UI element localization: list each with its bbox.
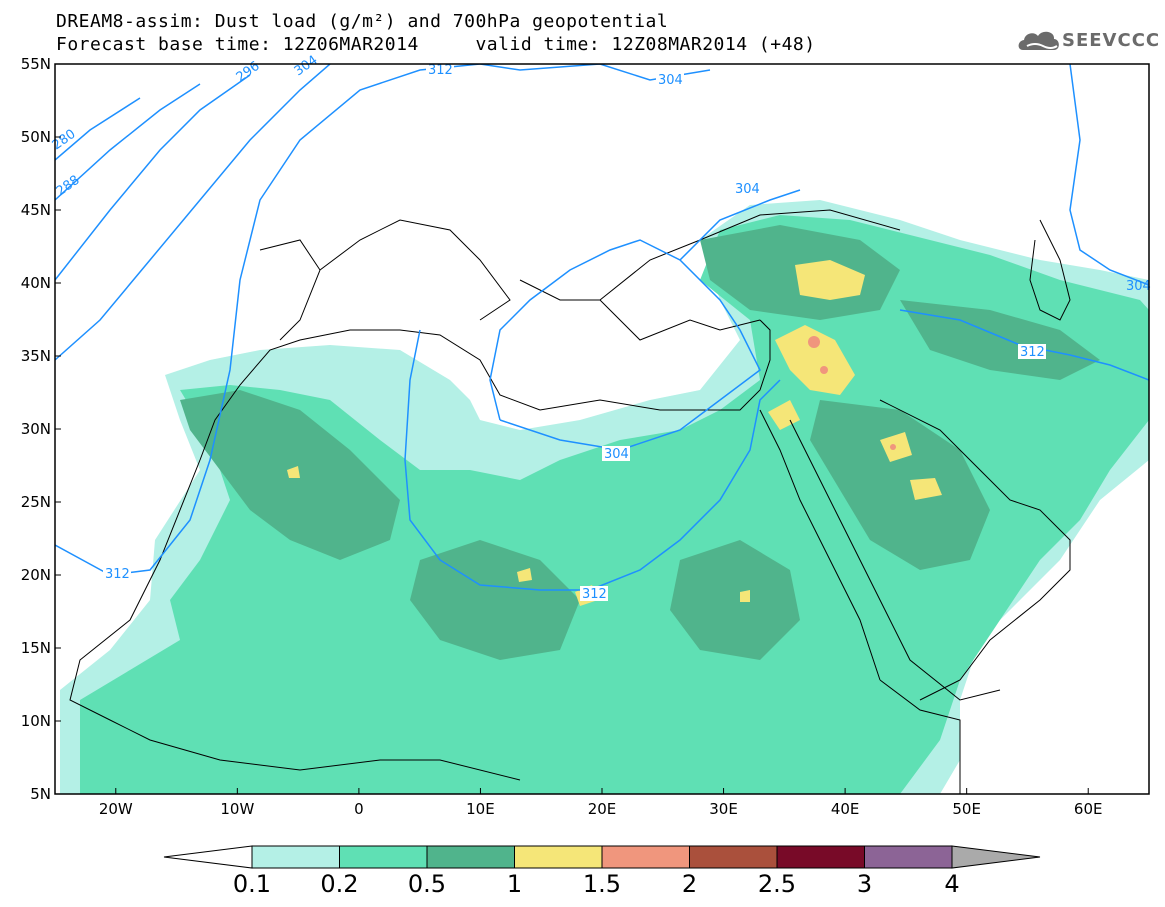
- lat-tick-label: 10N: [21, 712, 51, 730]
- dust-region-dark-arabia: [810, 400, 990, 570]
- dust-peak-3: [890, 444, 896, 450]
- lon-tick-label: 40E: [831, 800, 860, 818]
- colorbar-segment: [601, 845, 690, 869]
- dust-region-high-syria: [775, 325, 855, 395]
- colorbar-label: 4: [944, 870, 959, 898]
- isoline-label: 312: [582, 587, 607, 602]
- coastline-europe: [259, 209, 901, 341]
- colorbar-segment: [776, 845, 865, 869]
- dust-peak-1: [808, 336, 820, 348]
- coastlines: [69, 209, 1071, 794]
- cloud-logo-icon: [1018, 31, 1059, 50]
- dust-region-high-mali: [287, 466, 300, 478]
- coastline-red-sea: [759, 409, 1001, 701]
- dust-region-high-saudi: [910, 478, 942, 500]
- colorbar-label: 2.5: [758, 870, 796, 898]
- lat-tick-label: 20N: [21, 566, 51, 584]
- isoline-label: 312: [428, 63, 453, 78]
- isoline-304-west: [55, 64, 331, 361]
- dust-region-dark-central: [410, 540, 580, 660]
- lat-tick-label: 35N: [21, 347, 51, 365]
- dust-peak-2: [820, 366, 828, 374]
- colorbar-label: 2: [682, 870, 697, 898]
- colorbar-segment: [864, 845, 953, 869]
- colorbar-segment: [251, 845, 340, 869]
- coastline-caspian: [1029, 219, 1071, 321]
- lon-tick-label: 10E: [466, 800, 495, 818]
- lat-tick-label: 40N: [21, 274, 51, 292]
- lat-tick-label: 45N: [21, 201, 51, 219]
- dust-region-high-sudan: [740, 590, 750, 602]
- colorbar-label: 0.2: [320, 870, 358, 898]
- isoline-312-west: [55, 64, 481, 576]
- lon-tick-label: 60E: [1074, 800, 1103, 818]
- colorbar-lower-extension: [163, 845, 253, 869]
- dust-region-high-niger: [517, 568, 532, 582]
- isoline-288: [55, 83, 201, 201]
- latitude-axis: 55N 50N 45N 40N 35N 30N 25N 20N 15N 10N 5N: [21, 55, 61, 803]
- isoline-label: 304: [735, 182, 760, 197]
- dust-region-dark-iran: [900, 300, 1100, 380]
- lat-tick-label: 55N: [21, 55, 51, 73]
- dust-fill-layer: [60, 200, 1149, 794]
- dust-region-medium: [80, 215, 1149, 794]
- isoline-296: [55, 74, 251, 281]
- colorbar-segment: [339, 845, 428, 869]
- isoline-304-east: [489, 189, 801, 451]
- lat-tick-label: 15N: [21, 639, 51, 657]
- lat-tick-label: 5N: [30, 785, 51, 803]
- colorbar-segment: [689, 845, 778, 869]
- lon-tick-label: 10W: [220, 800, 254, 818]
- coastline-west-africa: [69, 459, 521, 781]
- isoline-label: 304: [658, 73, 683, 88]
- isoline-label: 304: [604, 447, 629, 462]
- forecast-time-subtitle: Forecast base time: 12Z06MAR2014 valid t…: [56, 34, 816, 55]
- dust-region-high-levant: [768, 400, 800, 430]
- dust-region-dark-sudan: [670, 540, 800, 660]
- isoline-label: 312: [105, 567, 130, 582]
- lon-tick-label: 20E: [588, 800, 617, 818]
- logo-text: SEEVCCC: [1062, 30, 1161, 51]
- lon-tick-label: 20W: [99, 800, 133, 818]
- colorbar-label: 3: [857, 870, 872, 898]
- colorbar-upper-extension: [951, 845, 1041, 869]
- lon-tick-label: 30E: [709, 800, 738, 818]
- map-title: DREAM8-assim: Dust load (g/m²) and 700hP…: [56, 11, 669, 32]
- isoline-labels: 312 304 296 304 280 288 304 312 304 312 …: [50, 53, 1151, 602]
- coastline-east-africa: [879, 679, 961, 794]
- isoline-304-far-east: [1069, 64, 1149, 286]
- colorbar: 0.1 0.2 0.5 1 1.5 2 2.5 3 4: [163, 845, 1041, 898]
- colorbar-label: 1: [507, 870, 522, 898]
- dust-region-high-turkey: [795, 260, 865, 300]
- lat-tick-label: 50N: [21, 128, 51, 146]
- colorbar-label: 0.1: [233, 870, 271, 898]
- colorbar-segment: [514, 845, 603, 869]
- lon-tick-label: 0: [354, 800, 364, 818]
- isoline-280: [55, 97, 141, 161]
- isoline-label: 312: [1020, 345, 1045, 360]
- colorbar-label: 1.5: [583, 870, 621, 898]
- colorbar-segment: [426, 845, 515, 869]
- isoline-label: 304: [1126, 279, 1151, 294]
- lon-tick-label: 50E: [952, 800, 981, 818]
- lat-tick-label: 25N: [21, 493, 51, 511]
- colorbar-label: 0.5: [408, 870, 446, 898]
- isoline-312-central: [404, 64, 781, 591]
- lat-tick-label: 30N: [21, 420, 51, 438]
- coastline-arabia: [879, 399, 1071, 701]
- longitude-axis: 20W 10W 0 10E 20E 30E 40E 50E 60E: [99, 788, 1103, 818]
